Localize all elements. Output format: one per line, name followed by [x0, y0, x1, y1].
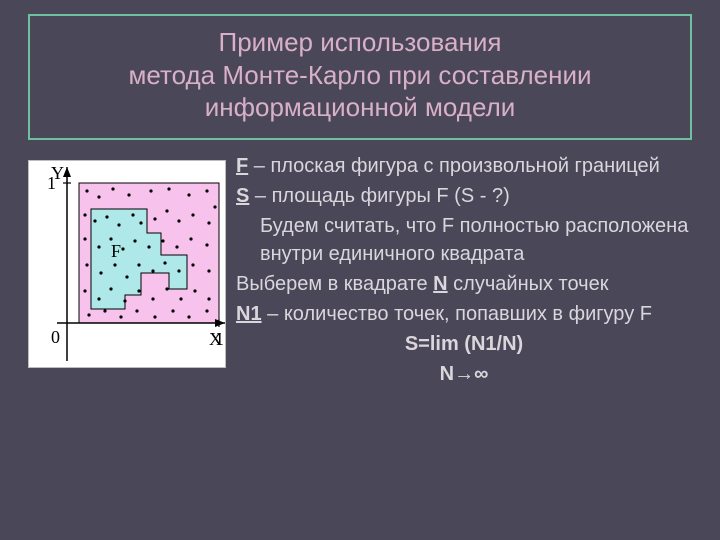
svg-text:1: 1 [215, 329, 224, 349]
formula: S=lim (N1/N) [236, 330, 692, 358]
svg-text:0: 0 [51, 327, 60, 347]
sym-s: S [236, 185, 249, 207]
title-box: Пример использованияметода Монте-Карло п… [28, 14, 692, 140]
content-row: YX110F F – плоская фигура с произвольной… [28, 152, 692, 390]
def-f: F – плоская фигура с произвольной границ… [236, 152, 692, 180]
slide-root: Пример использованияметода Монте-Карло п… [0, 0, 720, 540]
svg-text:F: F [111, 241, 121, 261]
text-column: F – плоская фигура с произвольной границ… [236, 152, 692, 390]
svg-text:1: 1 [47, 173, 56, 193]
def-s-text: – площадь фигуры F (S - ?) [249, 185, 509, 207]
choose-n: Выберем в квадрате N случайных точек [236, 270, 692, 298]
monte-carlo-figure: YX110F [28, 160, 226, 368]
def-n1: N1 – количество точек, попавших в фигуру… [236, 300, 692, 328]
sym-f: F [236, 155, 248, 177]
sym-n1: N1 [236, 303, 262, 325]
choose-post: случайных точек [448, 273, 609, 295]
def-n1-text: – количество точек, попавших в фигуру F [262, 303, 652, 325]
figure-column: YX110F [28, 152, 226, 390]
def-f-text: – плоская фигура с произвольной границей [248, 155, 660, 177]
assumption: Будем считать, что F полностью расположе… [260, 212, 692, 268]
title-text: Пример использованияметода Монте-Карло п… [128, 27, 591, 122]
choose-pre: Выберем в квадрате [236, 273, 433, 295]
figure-svg: YX110F [29, 161, 227, 369]
limit: N→∞ [236, 360, 692, 388]
sym-n: N [433, 273, 447, 295]
def-s: S – площадь фигуры F (S - ?) [236, 182, 692, 210]
